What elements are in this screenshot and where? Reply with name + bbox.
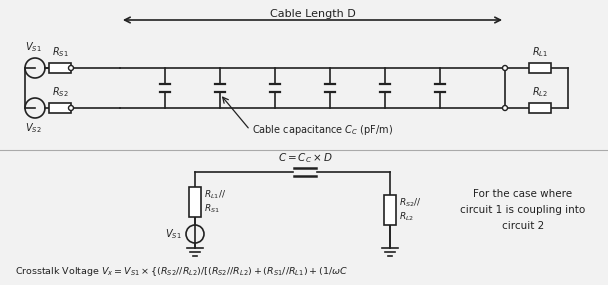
Bar: [529, 103, 551, 113]
Circle shape: [502, 105, 508, 111]
Text: $V_{S1}$: $V_{S1}$: [165, 227, 182, 241]
Text: Crosstalk Voltage $V_x=V_{S1}\times\{(R_{S2}//R_{L2})/[(R_{S2}//R_{L2})+(R_{S1}/: Crosstalk Voltage $V_x=V_{S1}\times\{(R_…: [15, 266, 348, 278]
Text: For the case where
circuit 1 is coupling into
circuit 2: For the case where circuit 1 is coupling…: [460, 190, 586, 231]
Text: $R_{S2}$: $R_{S2}$: [52, 85, 68, 99]
Bar: [49, 63, 71, 73]
Text: $R_{S2}$//
$R_{L2}$: $R_{S2}$// $R_{L2}$: [399, 197, 421, 223]
Text: $V_{S1}$: $V_{S1}$: [25, 40, 41, 54]
Circle shape: [502, 66, 508, 70]
Circle shape: [69, 66, 74, 70]
Text: $R_{S1}$: $R_{S1}$: [52, 45, 68, 59]
Text: $V_{S2}$: $V_{S2}$: [25, 121, 41, 135]
Text: $R_{L2}$: $R_{L2}$: [532, 85, 548, 99]
Text: Cable capacitance $C_C$ (pF/m): Cable capacitance $C_C$ (pF/m): [252, 123, 393, 137]
Text: $C=C_C\times D$: $C=C_C\times D$: [278, 151, 333, 165]
Circle shape: [69, 105, 74, 111]
Bar: [49, 103, 71, 113]
Text: $R_{L1}$: $R_{L1}$: [532, 45, 548, 59]
Bar: [529, 63, 551, 73]
Text: Cable Length D: Cable Length D: [269, 9, 355, 19]
Bar: [189, 187, 201, 217]
Text: $R_{L1}$//
$R_{S1}$: $R_{L1}$// $R_{S1}$: [204, 189, 226, 215]
Bar: [384, 195, 396, 225]
